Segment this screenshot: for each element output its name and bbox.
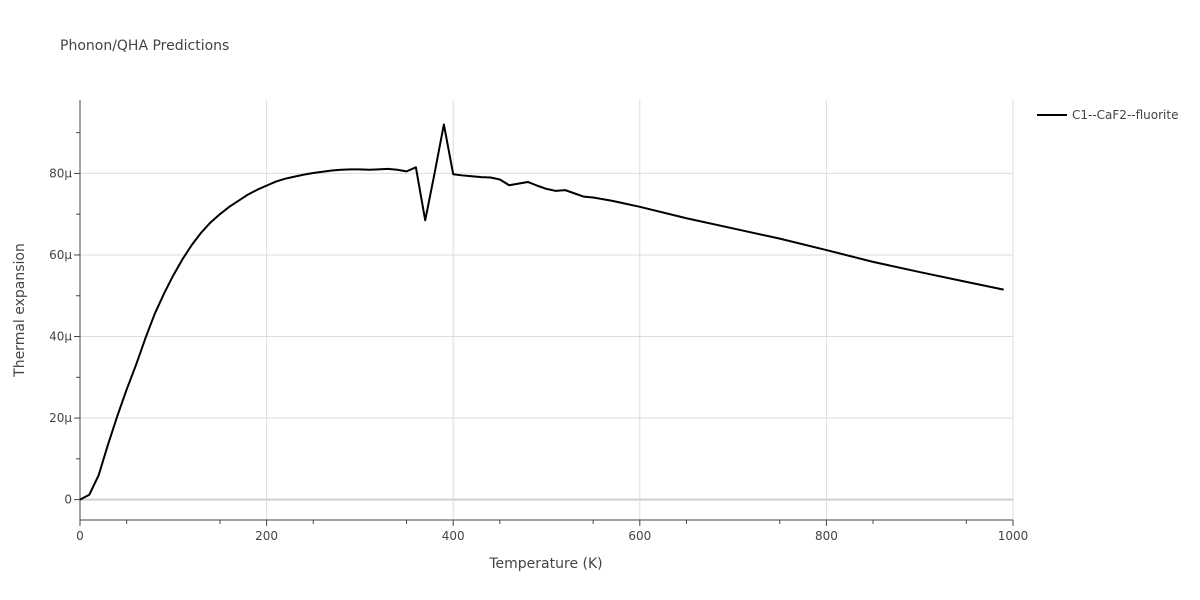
y-axis-title: Thermal expansion xyxy=(12,243,28,378)
y-tick-label: 80µ xyxy=(49,166,72,180)
x-tick-label: 0 xyxy=(76,529,84,543)
axes xyxy=(74,100,1014,526)
x-tick-label: 600 xyxy=(628,529,651,543)
x-tick-label: 200 xyxy=(255,529,278,543)
chart-title: Phonon/QHA Predictions xyxy=(60,38,229,54)
y-tick-label: 60µ xyxy=(49,248,72,262)
y-tick-label: 20µ xyxy=(49,411,72,425)
y-tick-label: 0 xyxy=(64,493,72,507)
series-line-0[interactable] xyxy=(79,123,1004,501)
tick-labels: 0 200 400 600 800 1000 0 20µ 40µ 60µ 80µ xyxy=(49,166,1028,543)
legend[interactable]: C1--CaF2--fluorite xyxy=(1037,108,1178,122)
grid xyxy=(80,100,1014,520)
x-tick-label: 800 xyxy=(815,529,838,543)
x-tick-label: 400 xyxy=(442,529,465,543)
y-tick-label: 40µ xyxy=(49,330,72,344)
x-tick-label: 1000 xyxy=(998,529,1029,543)
legend-label: C1--CaF2--fluorite xyxy=(1072,108,1178,122)
plot-area xyxy=(79,123,1004,501)
x-axis-title: Temperature (K) xyxy=(488,556,602,572)
